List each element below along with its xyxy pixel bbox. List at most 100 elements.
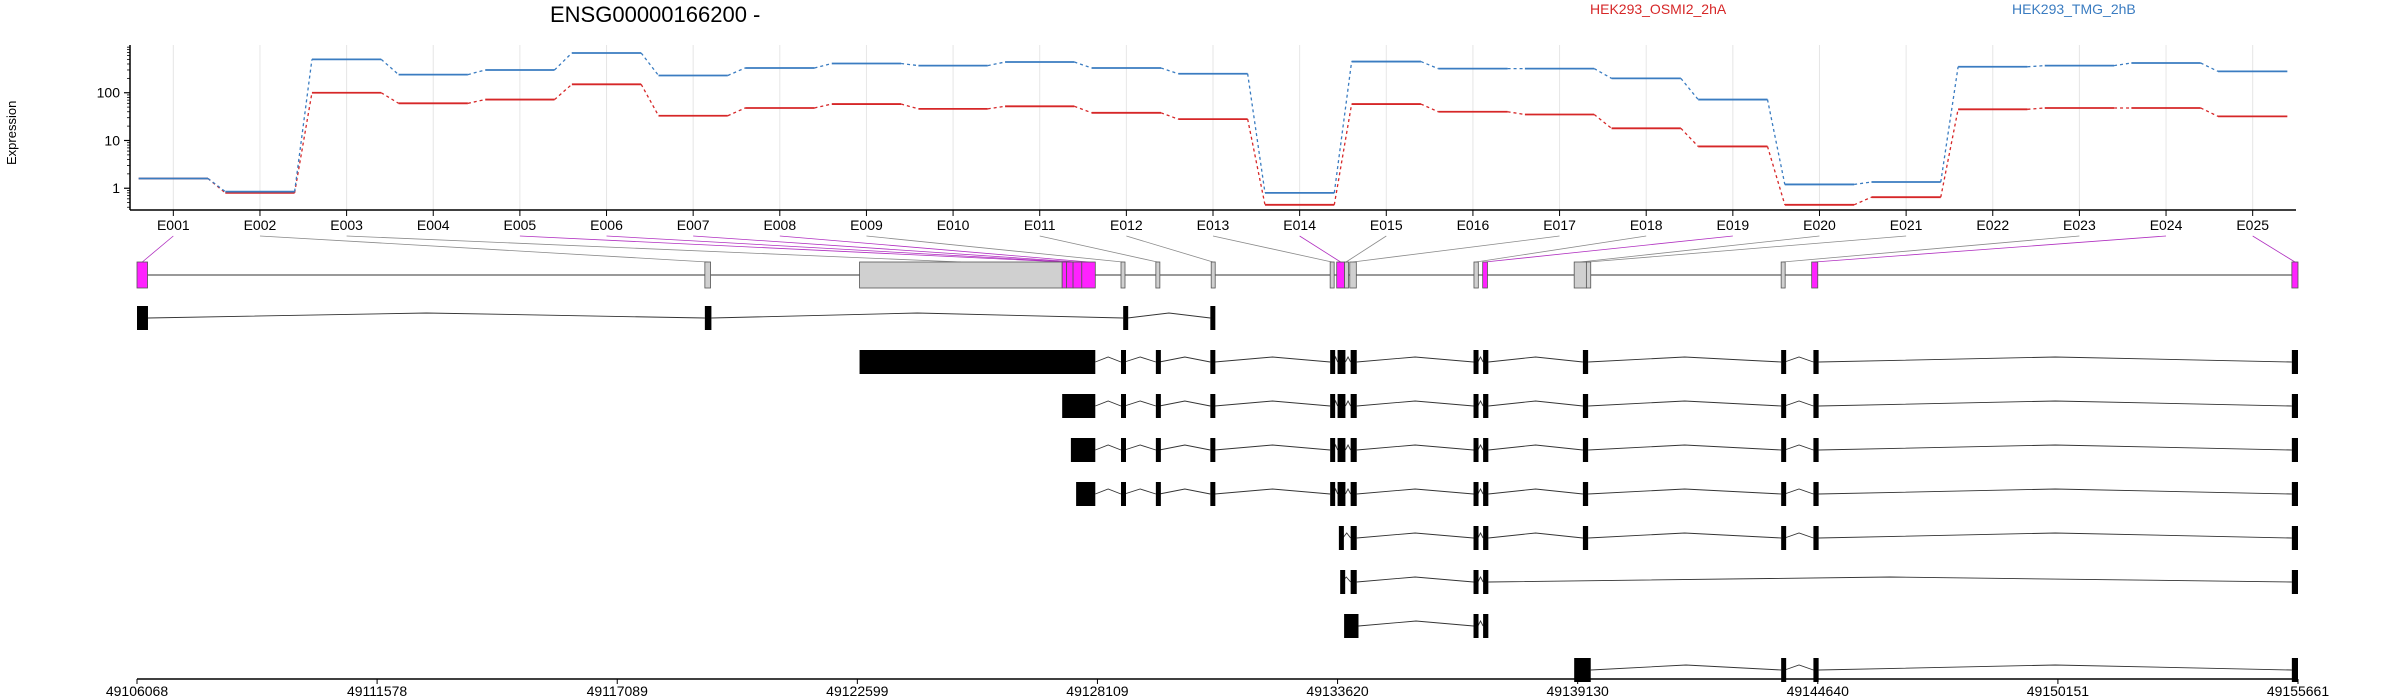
x-tick-label-e015: E015 xyxy=(1370,217,1403,233)
transcript-intron xyxy=(1590,664,1782,671)
exon-bin-20 xyxy=(1811,261,1819,289)
genome-tick-label: 49111578 xyxy=(347,683,407,699)
series-connector xyxy=(207,177,226,194)
transcript-exon xyxy=(1483,350,1489,374)
series-connector xyxy=(1940,66,1959,183)
exon-connector xyxy=(606,235,1070,263)
x-tick-label-e018: E018 xyxy=(1630,217,1663,233)
series-connector xyxy=(380,58,400,76)
transcript-intron xyxy=(1214,488,1331,495)
transcript-intron xyxy=(1214,356,1331,363)
series-tmg xyxy=(138,52,2288,194)
exon-connector xyxy=(1039,235,1158,263)
transcript-exon xyxy=(1340,570,1346,594)
transcript-intron xyxy=(1342,532,1351,539)
transcript-exon xyxy=(1813,658,1819,682)
exon-bin-2 xyxy=(704,261,711,289)
transcript-intron xyxy=(1784,532,1814,539)
series-connector xyxy=(1074,105,1092,114)
y-tick-label: 10 xyxy=(104,132,120,148)
genome-tick-label: 49155661 xyxy=(2267,683,2330,699)
transcript-9 xyxy=(1574,658,2298,682)
exon-connector xyxy=(1126,235,1214,263)
genome-tick-label: 49139130 xyxy=(1547,683,1610,699)
transcript-intron xyxy=(1159,400,1211,407)
series-connector xyxy=(1333,61,1353,193)
series-connector xyxy=(1680,127,1699,147)
series-connector xyxy=(293,92,313,193)
transcript-intron xyxy=(1818,444,2292,451)
series-connector xyxy=(901,62,919,67)
series-connector xyxy=(640,84,660,117)
exon-connector xyxy=(2252,235,2296,263)
series-connector xyxy=(2027,64,2045,68)
transcript-exon xyxy=(1337,394,1346,418)
exon-connector xyxy=(259,235,708,263)
transcript-intron xyxy=(1345,488,1352,495)
exon-bin-8 xyxy=(1120,261,1126,289)
series-connector xyxy=(2113,62,2132,67)
transcript-4 xyxy=(1070,438,2298,462)
transcript-exon xyxy=(2291,526,2298,550)
transcript-exon xyxy=(1582,350,1589,374)
transcript-exon xyxy=(1582,482,1589,506)
x-tick-label-e006: E006 xyxy=(590,217,623,233)
x-tick-label-e004: E004 xyxy=(417,217,450,233)
transcript-intron xyxy=(1588,488,1782,495)
transcript-exon xyxy=(1330,482,1336,506)
transcript-intron xyxy=(1095,400,1122,407)
x-tick-label-e022: E022 xyxy=(1976,217,2009,233)
transcript-exon xyxy=(859,350,1096,374)
x-tick-label-e009: E009 xyxy=(850,217,883,233)
series-connector xyxy=(1160,112,1179,120)
transcript-exon xyxy=(1473,570,1479,594)
x-tick-label-e016: E016 xyxy=(1457,217,1490,233)
transcript-intron xyxy=(1159,444,1211,451)
transcript-intron xyxy=(1588,532,1782,539)
transcript-intron xyxy=(1818,400,2292,407)
transcript-exon xyxy=(1781,526,1787,550)
exon-connector xyxy=(866,235,1123,263)
transcript-exon xyxy=(1338,526,1344,550)
transcript-exon xyxy=(1121,482,1127,506)
transcript-exon xyxy=(1350,350,1357,374)
transcript-exon xyxy=(1076,482,1096,506)
transcript-exon xyxy=(1155,438,1161,462)
exon-bin-11 xyxy=(1329,261,1335,289)
transcript-intron xyxy=(1477,532,1484,539)
exon-connector xyxy=(1352,235,1560,263)
transcript-exon xyxy=(2291,658,2298,682)
series-connector xyxy=(2200,107,2219,117)
series-connector xyxy=(1766,99,1786,185)
transcript-exon xyxy=(1070,438,1096,462)
exon-connector xyxy=(1212,235,1332,263)
transcript-intron xyxy=(1356,576,1474,583)
exon-connector xyxy=(519,235,1065,263)
transcript-intron xyxy=(1477,400,1484,407)
transcript-intron xyxy=(711,312,1124,319)
exon-bin-6 xyxy=(1072,261,1083,289)
exon-bin-9 xyxy=(1155,261,1161,289)
series-connector xyxy=(1940,109,1959,198)
transcript-intron xyxy=(1818,488,2292,495)
x-tick-label-e021: E021 xyxy=(1890,217,1923,233)
series-connector xyxy=(727,107,746,117)
transcript-exon xyxy=(1344,614,1359,638)
transcript-exon xyxy=(1473,350,1479,374)
transcript-5 xyxy=(1076,482,2298,506)
genome-tick-label: 49133620 xyxy=(1306,683,1369,699)
transcript-intron xyxy=(1345,444,1352,451)
transcript-exon xyxy=(1337,438,1346,462)
transcript-exon xyxy=(1473,394,1479,418)
transcript-exon xyxy=(1350,482,1357,506)
transcript-intron xyxy=(1124,488,1157,495)
transcript-exon xyxy=(704,306,712,330)
transcript-exon xyxy=(1155,482,1161,506)
transcript-intron xyxy=(1159,488,1211,495)
series-connector xyxy=(380,92,399,104)
transcript-intron xyxy=(1488,400,1583,407)
transcript-intron xyxy=(1477,488,1484,495)
transcript-intron xyxy=(1818,356,2292,363)
transcript-intron xyxy=(1784,400,1814,407)
transcript-exon xyxy=(1350,526,1357,550)
